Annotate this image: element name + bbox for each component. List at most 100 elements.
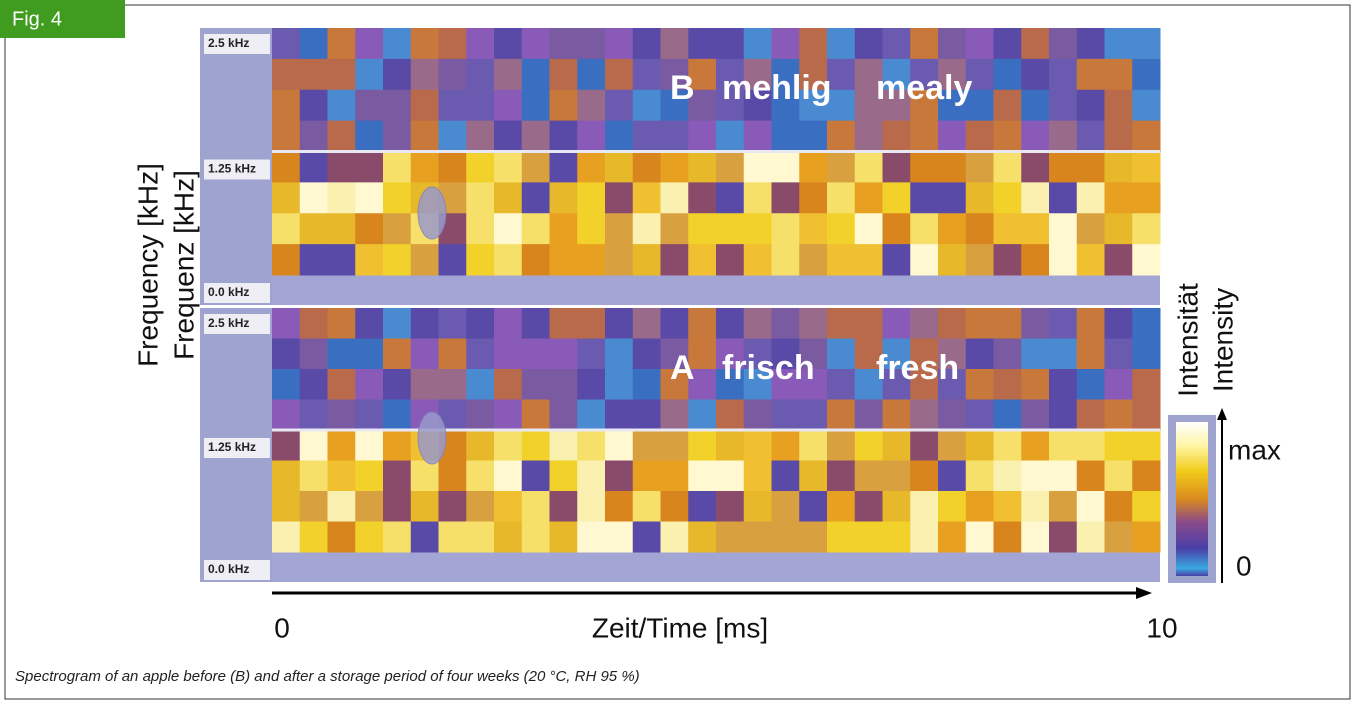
cell [300, 369, 328, 400]
cell [328, 182, 356, 213]
cell [744, 461, 772, 492]
cell [494, 28, 522, 59]
overlay-label: frisch [722, 349, 815, 387]
colorbar-max: max [1228, 434, 1281, 465]
cell [522, 152, 550, 183]
cell [1049, 430, 1077, 461]
cell [577, 28, 605, 59]
cell [883, 522, 911, 553]
cell [355, 522, 383, 553]
cell [799, 430, 827, 461]
cell [494, 430, 522, 461]
cell [910, 491, 938, 522]
cell [466, 121, 494, 152]
cell [1049, 244, 1077, 275]
cell [272, 244, 300, 275]
cell [966, 400, 994, 431]
cell [1077, 182, 1105, 213]
cell [1049, 182, 1077, 213]
cell [355, 430, 383, 461]
cell [688, 430, 716, 461]
cell [411, 461, 439, 492]
cell [827, 369, 855, 400]
cell [994, 339, 1022, 370]
cell [827, 28, 855, 59]
cell [855, 213, 883, 244]
cell [300, 59, 328, 90]
y-tick-label: 0.0 kHz [208, 562, 249, 576]
cell [661, 522, 689, 553]
cell [1021, 308, 1049, 339]
cell [661, 182, 689, 213]
cell [383, 430, 411, 461]
cell [494, 522, 522, 553]
cell [661, 28, 689, 59]
cell [383, 213, 411, 244]
cell [466, 308, 494, 339]
cell [272, 90, 300, 121]
cell [383, 152, 411, 183]
cell [577, 182, 605, 213]
cell [605, 491, 633, 522]
cell [1105, 522, 1133, 553]
cell [272, 339, 300, 370]
cell [605, 244, 633, 275]
marker [418, 187, 446, 239]
cell [799, 121, 827, 152]
marker [418, 412, 446, 464]
cell [1132, 152, 1160, 183]
cell [355, 59, 383, 90]
cell [355, 400, 383, 431]
cell [577, 430, 605, 461]
cell [827, 400, 855, 431]
cell [744, 213, 772, 244]
cell [1049, 90, 1077, 121]
y-axis-label: Frequenz [kHz] [168, 170, 199, 360]
cell [355, 28, 383, 59]
cell [1132, 369, 1160, 400]
cell [883, 28, 911, 59]
cell [772, 182, 800, 213]
cell [328, 213, 356, 244]
cell [577, 213, 605, 244]
cell [439, 369, 467, 400]
cell [355, 339, 383, 370]
cell [494, 308, 522, 339]
cell [827, 522, 855, 553]
cell [716, 121, 744, 152]
cell [883, 400, 911, 431]
colorbar-label: Intensity [1207, 288, 1238, 392]
cell [300, 28, 328, 59]
cell [605, 339, 633, 370]
cell [355, 90, 383, 121]
cell [1132, 339, 1160, 370]
baseline-band [272, 552, 1160, 582]
cell [1077, 59, 1105, 90]
cell [439, 308, 467, 339]
cell [994, 522, 1022, 553]
cell [1021, 430, 1049, 461]
cell [938, 430, 966, 461]
cell [522, 491, 550, 522]
y-tick-label: 2.5 kHz [208, 36, 249, 50]
x-start: 0 [274, 612, 290, 643]
cell [300, 121, 328, 152]
cell [633, 308, 661, 339]
cell [994, 90, 1022, 121]
cell [883, 491, 911, 522]
cell [744, 308, 772, 339]
cell [328, 308, 356, 339]
cell [411, 339, 439, 370]
cell [494, 90, 522, 121]
cell [1105, 308, 1133, 339]
cell [383, 491, 411, 522]
cell [1049, 308, 1077, 339]
cell [328, 491, 356, 522]
cell [910, 308, 938, 339]
cell [300, 90, 328, 121]
cell [827, 430, 855, 461]
cell [910, 121, 938, 152]
cell [910, 28, 938, 59]
cell [466, 430, 494, 461]
cell [328, 461, 356, 492]
